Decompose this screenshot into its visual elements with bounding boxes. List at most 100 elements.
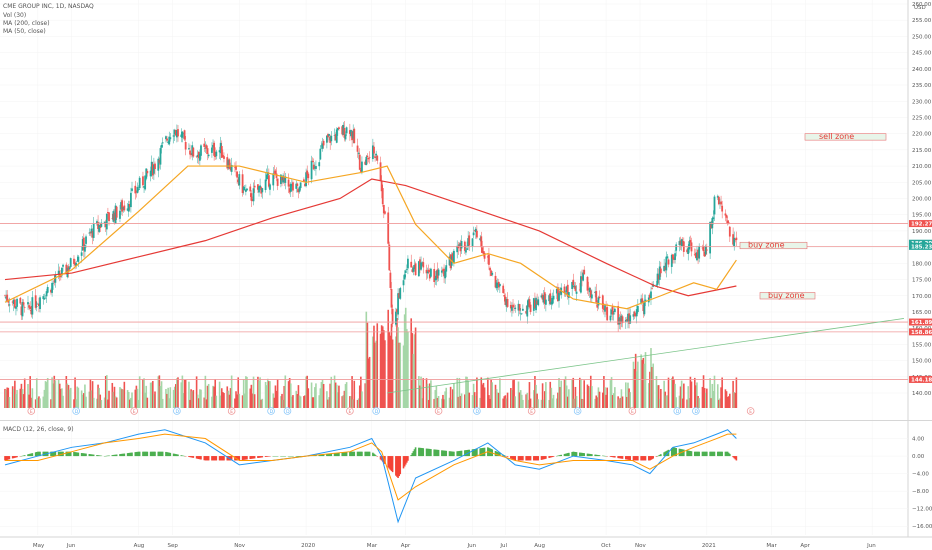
macd-histogram-bar <box>236 456 238 461</box>
candle-body <box>482 251 485 254</box>
macd-histogram-bar <box>122 453 125 457</box>
candle-body <box>613 308 616 313</box>
macd-histogram-bar <box>113 454 116 457</box>
candle-body <box>659 268 662 274</box>
candle-body <box>559 291 562 294</box>
price-tag-bg <box>909 318 932 326</box>
volume-bar <box>200 389 202 408</box>
macd-histogram-bar <box>518 456 521 461</box>
candle-body <box>528 299 531 308</box>
candle-body <box>289 183 292 192</box>
volume-bar <box>205 399 208 408</box>
volume-bar <box>626 396 628 408</box>
candle-body <box>443 268 445 277</box>
volume-bar <box>413 334 416 408</box>
macd-histogram-bar <box>618 456 621 459</box>
candle-body <box>190 153 193 156</box>
macd-histogram-bar <box>635 456 638 461</box>
volume-bar <box>364 383 367 408</box>
macd-histogram-bar <box>58 451 61 457</box>
macd-histogram-bar <box>264 456 267 457</box>
volume-bar <box>242 379 245 408</box>
macd-histogram-bar <box>663 452 665 457</box>
candle-body <box>641 298 644 303</box>
macd-histogram-bar <box>66 451 69 457</box>
candle-body <box>713 196 716 215</box>
price-tick-label: 150.00 <box>912 359 932 365</box>
dividend-marker <box>267 407 275 415</box>
volume-bar <box>83 393 85 408</box>
macd-histogram-bar <box>189 456 191 458</box>
volume-legend: Vol (30) <box>3 12 27 19</box>
volume-bar <box>376 323 379 408</box>
macd-histogram-bar <box>343 452 346 457</box>
volume-bar <box>184 379 187 408</box>
candle-body <box>143 186 145 188</box>
volume-bar <box>725 391 728 408</box>
volume-bar <box>581 398 583 408</box>
candle-body <box>733 237 736 247</box>
candle-body <box>123 205 126 211</box>
volume-bar <box>721 377 723 408</box>
volume-bar <box>218 381 221 408</box>
event-marker-label: E <box>530 409 533 415</box>
candle-body <box>673 257 675 261</box>
macd-histogram-bar <box>74 452 76 457</box>
price-tick-label: 220.00 <box>912 132 932 138</box>
candle-body <box>68 267 71 270</box>
volume-bar <box>395 336 397 408</box>
macd-histogram-bar <box>266 456 269 457</box>
volume-bar <box>44 381 47 408</box>
dividend-marker <box>673 407 682 415</box>
candle-body <box>99 226 102 228</box>
macd-histogram-bar <box>85 453 87 457</box>
volume-bar <box>411 333 414 408</box>
candle-body <box>735 237 738 241</box>
volume-bar <box>595 395 598 408</box>
macd-histogram-bar <box>537 456 540 461</box>
macd-histogram-bar <box>265 456 268 457</box>
macd-histogram-bar <box>587 453 590 457</box>
macd-histogram-bar <box>130 452 132 457</box>
macd-histogram-bar <box>420 447 422 457</box>
volume-bar <box>389 335 392 408</box>
volume-bar <box>557 392 559 408</box>
volume-bar <box>62 395 64 408</box>
candle-body <box>167 141 170 143</box>
candle-body <box>445 265 448 272</box>
volume-bar <box>22 394 25 408</box>
volume-bar <box>345 382 348 408</box>
candle-body <box>565 286 568 293</box>
candle-body <box>46 287 49 293</box>
macd-histogram-bar <box>345 452 348 457</box>
macd-histogram-bar <box>712 451 715 457</box>
candle-body <box>229 165 232 171</box>
candle-body <box>292 182 294 191</box>
volume-bar <box>8 396 11 408</box>
macd-histogram-bar <box>11 456 14 459</box>
earnings-marker <box>130 407 138 415</box>
candle-body <box>305 172 307 187</box>
volume-bar <box>387 309 390 408</box>
volume-bar <box>352 399 354 408</box>
macd-histogram-bar <box>219 456 222 461</box>
time-tick-label: May <box>33 543 45 549</box>
macd-histogram-bar <box>445 450 448 457</box>
volume-bar <box>311 397 314 408</box>
candle-body <box>105 213 108 230</box>
candle-body <box>552 295 555 300</box>
candle-body <box>219 142 222 154</box>
volume-bar <box>643 363 646 408</box>
volume-bar <box>373 325 375 408</box>
volume-bar <box>4 388 6 408</box>
candle-body <box>580 276 582 293</box>
macd-histogram-bar <box>356 451 359 457</box>
macd-histogram-bar <box>238 456 241 461</box>
candle-body <box>680 239 683 247</box>
candle-body <box>655 284 658 286</box>
candle-body <box>413 264 416 270</box>
dividend-marker <box>173 407 181 415</box>
candle-body <box>687 248 690 254</box>
macd-histogram-bar <box>50 451 52 457</box>
volume-bar <box>719 398 721 408</box>
